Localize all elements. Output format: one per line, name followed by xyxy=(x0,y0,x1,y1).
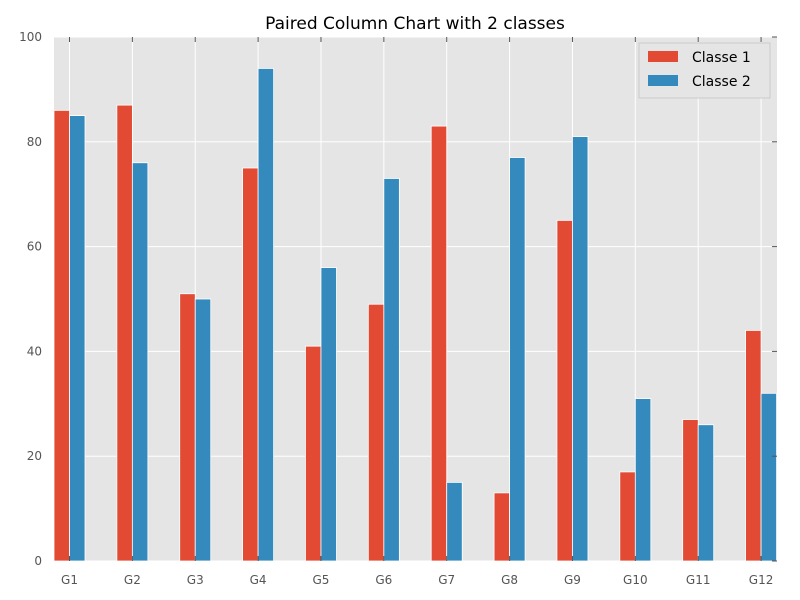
bar-classe-2-g4 xyxy=(257,68,275,562)
legend-label-classe-1: Classe 1 xyxy=(692,50,751,66)
bar-classe-1-g5 xyxy=(305,345,322,562)
y-tick-label: 80 xyxy=(27,135,42,149)
bar-classe-1-g7 xyxy=(430,125,448,562)
bar-classe-1-g10 xyxy=(619,471,636,562)
bar-classe-2-g12 xyxy=(760,392,777,562)
bar-classe-2-g9 xyxy=(572,136,589,562)
x-tick-label: G10 xyxy=(623,573,648,587)
x-tick-label: G2 xyxy=(124,573,141,587)
x-tick-label: G5 xyxy=(313,573,330,587)
x-tick-label: G1 xyxy=(61,573,78,587)
bar-classe-2-g7 xyxy=(446,481,463,562)
y-tick-label: 100 xyxy=(19,30,42,44)
legend-swatch-classe-1 xyxy=(648,51,678,62)
bar-classe-2-g10 xyxy=(634,398,652,562)
x-tick-label: G6 xyxy=(375,573,392,587)
plot-area xyxy=(54,37,777,561)
bars-group xyxy=(53,68,777,562)
bar-classe-2-g2 xyxy=(131,162,149,562)
y-axis: 0 20 40 60 80 100 xyxy=(19,30,777,568)
y-tick-label: 0 xyxy=(34,554,42,568)
bar-classe-2-g11 xyxy=(697,424,715,562)
x-tick-label: G3 xyxy=(187,573,204,587)
x-tick-label: G11 xyxy=(686,573,711,587)
x-axis: G1 G2 G3 G4 G5 G6 G7 G8 G9 G10 G11 G12 xyxy=(61,37,773,587)
bar-classe-1-g6 xyxy=(367,303,385,562)
bar-classe-2-g1 xyxy=(69,115,86,562)
x-tick-label: G4 xyxy=(250,573,267,587)
bar-classe-1-g9 xyxy=(556,219,573,562)
bar-classe-2-g8 xyxy=(509,157,526,562)
legend-swatch-classe-2 xyxy=(648,75,678,86)
y-tick-label: 20 xyxy=(27,449,42,463)
y-tick-label: 40 xyxy=(27,344,42,358)
x-tick-label: G12 xyxy=(749,573,774,587)
x-tick-label: G9 xyxy=(564,573,581,587)
legend: Classe 1 Classe 2 xyxy=(638,42,771,99)
x-tick-label: G8 xyxy=(501,573,518,587)
bar-classe-1-g12 xyxy=(745,330,762,562)
bar-classe-2-g5 xyxy=(320,267,337,562)
bar-classe-1-g3 xyxy=(179,293,196,562)
y-tick-label: 60 xyxy=(27,240,42,254)
bar-classe-1-g2 xyxy=(116,104,133,562)
legend-label-classe-2: Classe 2 xyxy=(692,74,751,90)
bar-classe-1-g1 xyxy=(53,109,70,562)
bar-classe-2-g6 xyxy=(383,178,400,562)
chart-title: Paired Column Chart with 2 classes xyxy=(265,14,565,34)
bar-classe-1-g4 xyxy=(242,167,259,562)
bar-classe-2-g3 xyxy=(194,298,212,562)
x-tick-label: G7 xyxy=(438,573,455,587)
bar-classe-1-g11 xyxy=(682,419,699,562)
bar-classe-1-g8 xyxy=(493,492,510,562)
